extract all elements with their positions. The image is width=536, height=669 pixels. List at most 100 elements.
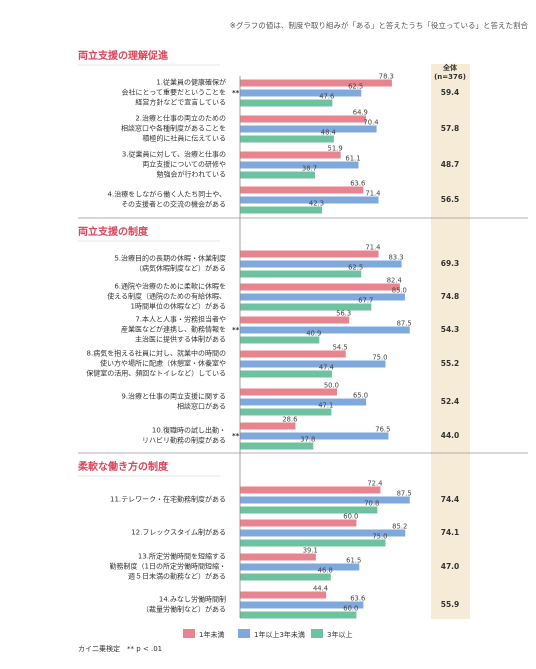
question-label: 13.所定労働時間を短縮する [138, 552, 226, 561]
question-label: 11.テレワーク・在宅勤務制度がある [110, 495, 226, 504]
question-label: 9.治療と仕事の両立支援に関する [121, 392, 226, 401]
legend: 1年未満 1年以上3年未満 3年以上 [183, 629, 352, 639]
question-label: 7.本人と人事・労務担当者や [135, 315, 226, 324]
bar-value-label: 39.1 [303, 547, 318, 555]
question-label: 会社にとって重要だということを [122, 88, 226, 97]
bar-value-label: 46.8 [318, 567, 333, 575]
bar-series-1 [240, 316, 350, 324]
question-label: 経営方針などで宣言している [135, 98, 226, 107]
bar-value-label: 78.3 [379, 73, 394, 81]
bar-value-label: 62.5 [348, 83, 363, 91]
bar-value-label: 48.4 [321, 129, 336, 137]
question-label: 産業医などが連携し、勤務情報を [121, 325, 226, 334]
question-label: 週５日未満の勤務など）がある [128, 572, 226, 581]
total-value: 52.4 [441, 397, 460, 406]
bar-value-label: 76.5 [375, 426, 390, 434]
legend-label-series-2: 1年以上3年未満 [254, 630, 305, 639]
question-label: 6.通院や治療のために柔軟に休暇を [114, 282, 226, 291]
bar-series-1 [240, 250, 379, 258]
bar-series-3 [240, 171, 316, 179]
bar-series-3 [240, 611, 357, 619]
bar-series-3 [240, 206, 323, 214]
bar-value-label: 82.4 [387, 277, 402, 285]
bar-value-label: 85.0 [392, 287, 407, 295]
bar-series-2 [240, 326, 410, 334]
bar-series-1 [240, 553, 316, 561]
question-label: 両立支援についての研修や [142, 160, 226, 169]
question-label: （裁量労働制など）がある [142, 605, 226, 614]
bar-series-3 [240, 303, 372, 311]
bar-value-label: 83.3 [388, 254, 403, 262]
question-label: 3.従業員に対して、治療と仕事の [122, 150, 226, 159]
bar-series-2 [240, 563, 360, 571]
bar-value-label: 70.8 [364, 500, 379, 508]
bar-value-label: 65.0 [353, 392, 368, 400]
bar-series-1 [240, 519, 357, 527]
bar-series-1 [240, 151, 341, 159]
question-label: 主治医に提供する体制がある [135, 335, 226, 344]
bar-series-2 [240, 260, 402, 268]
significance-mark: ** [232, 432, 240, 440]
bar-value-label: 42.3 [309, 200, 324, 208]
legend-swatch-series-2 [238, 629, 250, 638]
question-label: 相談窓口がある [177, 402, 226, 411]
total-header-label: 全体 [442, 63, 458, 72]
bar-value-label: 40.9 [306, 330, 321, 338]
plot-area: 両立支援の理解促進 1.従業員の健康確保が会社にとって重要だということを経営方針な… [77, 49, 528, 619]
total-value: 57.8 [441, 124, 460, 133]
bar-value-label: 85.2 [392, 523, 407, 531]
question-label: 14.みなし労働時間制 [159, 595, 226, 604]
bar-series-2 [240, 196, 379, 204]
bar-series-3 [240, 99, 333, 107]
question-label: 1.従業員の健康確保が [156, 78, 226, 87]
question-label: 4.治療をしながら働く人たち同士や、 [108, 190, 226, 199]
bar-series-1 [240, 283, 400, 291]
total-value: 69.3 [441, 259, 460, 268]
bar-value-label: 67.7 [358, 297, 373, 305]
significance-mark: ** [232, 89, 240, 97]
question-label: 使い方や場所に配慮（休憩室・休養室や [100, 359, 226, 368]
bar-series-3 [240, 573, 331, 581]
question-label: 1時間単位の休暇など）がある [131, 302, 226, 311]
total-value: 59.4 [441, 88, 460, 97]
bar-series-2 [240, 293, 405, 301]
bar-value-label: 47.1 [318, 402, 333, 410]
bar-value-label: 47.6 [319, 93, 334, 101]
bar-series-2 [240, 125, 377, 133]
bar-value-label: 61.1 [345, 155, 360, 163]
bar-series-1 [240, 79, 392, 87]
total-value: 74.4 [441, 495, 460, 504]
bar-value-label: 51.9 [328, 145, 343, 153]
bar-value-label: 71.4 [365, 190, 380, 198]
total-value: 74.8 [441, 292, 460, 301]
bar-value-label: 64.9 [353, 109, 368, 117]
bar-series-1 [240, 591, 327, 599]
total-value: 55.2 [441, 359, 460, 368]
bar-value-label: 28.6 [282, 416, 297, 424]
question-label: 10.復職時の試し出勤・ [152, 426, 226, 435]
bar-value-label: 70.4 [363, 119, 378, 127]
bar-value-label: 60.0 [343, 513, 358, 521]
bar-series-2 [240, 496, 410, 504]
question-label: 8.病気を抱える社員に対し、就業中の時間の [87, 349, 226, 358]
question-label: （病気休暇制度など）がある [135, 264, 226, 273]
total-value: 48.7 [441, 160, 460, 169]
bar-value-label: 71.4 [365, 244, 380, 252]
bar-series-2 [240, 398, 367, 406]
bar-series-3 [240, 442, 314, 450]
bar-value-label: 38.7 [302, 165, 317, 173]
section-title: 両立支援の理解促進 [78, 49, 169, 62]
question-label: 相談窓口や各種制度があることを [121, 124, 226, 133]
bar-series-3 [240, 506, 378, 514]
bar-value-label: 72.4 [367, 480, 382, 488]
bar-value-label: 37.8 [300, 436, 315, 444]
bar-value-label: 63.6 [350, 180, 365, 188]
bar-value-label: 87.5 [397, 490, 412, 498]
legend-swatch-series-3 [311, 629, 323, 638]
bar-value-label: 62.5 [348, 264, 363, 272]
bar-value-label: 75.0 [372, 354, 387, 362]
bar-series-2 [240, 360, 386, 368]
question-label: 保健室の活用、頻回なトイレなど）している [86, 369, 226, 378]
question-label: リハビリ勤務の制度がある [142, 436, 226, 445]
question-label: 2.治療と仕事の両立のための [135, 114, 226, 123]
